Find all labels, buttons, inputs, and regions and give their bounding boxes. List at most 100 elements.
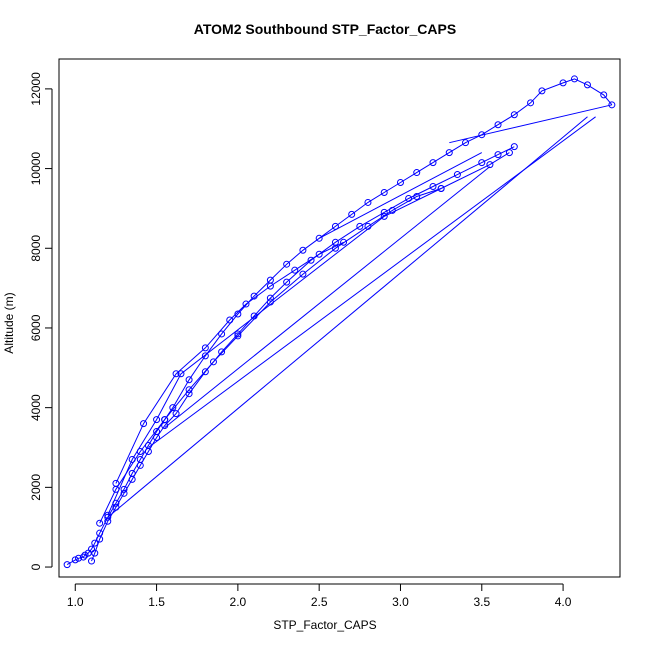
x-tick-label: 3.0 <box>392 595 409 609</box>
data-point <box>96 519 104 527</box>
data-point <box>388 206 396 214</box>
data-point <box>405 194 413 202</box>
data-point <box>299 246 307 254</box>
data-point <box>242 300 250 308</box>
data-point <box>445 149 453 157</box>
y-tick-label: 2000 <box>29 474 43 501</box>
series-line <box>107 152 510 516</box>
data-point <box>112 499 120 507</box>
y-tick-label: 12000 <box>29 72 43 106</box>
data-point <box>340 238 348 246</box>
data-point <box>104 513 112 521</box>
data-point <box>128 475 136 483</box>
data-point <box>250 292 258 300</box>
data-point <box>510 111 518 119</box>
series-points <box>63 75 616 569</box>
data-point <box>153 434 161 442</box>
data-point <box>494 121 502 129</box>
data-point <box>380 212 388 220</box>
data-point <box>128 455 136 463</box>
x-tick-label: 1.0 <box>67 595 84 609</box>
data-point <box>153 416 161 424</box>
x-tick-label: 2.0 <box>230 595 247 609</box>
data-point <box>510 143 518 151</box>
y-tick-label: 0 <box>29 563 43 570</box>
data-point <box>71 556 79 564</box>
data-point <box>63 561 71 569</box>
data-point <box>185 386 193 394</box>
data-point <box>185 376 193 384</box>
data-point <box>201 352 209 360</box>
x-axis-label: STP_Factor_CAPS <box>273 618 377 632</box>
data-point <box>234 330 242 338</box>
data-point <box>527 99 535 107</box>
data-point <box>462 139 470 147</box>
data-point <box>559 79 567 87</box>
data-point <box>380 188 388 196</box>
data-point <box>453 171 461 179</box>
data-point <box>75 554 83 562</box>
y-tick-label: 6000 <box>29 314 43 341</box>
series-line <box>91 146 515 562</box>
data-point <box>144 447 152 455</box>
data-point <box>120 485 128 493</box>
data-point <box>234 332 242 340</box>
data-point <box>396 179 404 187</box>
data-point <box>266 282 274 290</box>
data-point <box>96 535 104 543</box>
x-tick-label: 2.5 <box>311 595 328 609</box>
data-point <box>172 370 180 378</box>
data-point <box>429 159 437 167</box>
data-point <box>169 404 177 412</box>
data-point <box>266 294 274 302</box>
connector-line <box>449 104 613 144</box>
data-point <box>91 539 99 547</box>
data-point <box>478 159 486 167</box>
data-point <box>437 185 445 192</box>
data-point <box>486 161 494 169</box>
data-point <box>356 222 364 230</box>
data-point <box>201 368 209 376</box>
x-tick-label: 4.0 <box>555 595 572 609</box>
data-point <box>120 489 128 497</box>
connector-line <box>164 166 491 428</box>
data-point <box>136 461 144 469</box>
connector-line <box>318 152 483 239</box>
data-point <box>413 169 421 177</box>
data-point <box>136 447 144 455</box>
y-tick-label: 4000 <box>29 394 43 421</box>
axes: 1.0 1.5 2.0 2.5 3.0 3.5 4.0 0 2000 4000 6000 8000 10… <box>29 58 621 609</box>
x-tick-label: 3.5 <box>473 595 490 609</box>
data-point <box>364 222 372 230</box>
connector-line <box>107 116 588 518</box>
data-point <box>104 511 112 519</box>
data-point <box>505 149 513 157</box>
data-point <box>209 358 217 366</box>
data-point <box>226 316 234 324</box>
data-point <box>201 344 209 352</box>
data-point <box>283 260 291 268</box>
data-point <box>283 278 291 286</box>
data-point <box>315 234 323 242</box>
data-point <box>250 312 258 320</box>
data-point <box>172 410 180 418</box>
data-point <box>112 503 120 511</box>
data-point <box>538 87 546 95</box>
data-point <box>79 553 87 561</box>
data-point <box>348 210 356 218</box>
series-line <box>99 188 442 524</box>
data-point <box>429 183 437 191</box>
data-point <box>177 370 185 378</box>
data-point <box>112 479 120 487</box>
data-point <box>380 208 388 216</box>
data-point <box>583 81 591 89</box>
data-point <box>185 390 193 398</box>
data-point <box>91 549 99 557</box>
series-line <box>66 78 613 566</box>
data-point <box>307 256 315 264</box>
data-point <box>494 151 502 159</box>
data-point <box>570 75 578 83</box>
chart-title: ATOM2 Southbound STP_Factor_CAPS <box>193 21 457 37</box>
data-point <box>331 244 339 252</box>
